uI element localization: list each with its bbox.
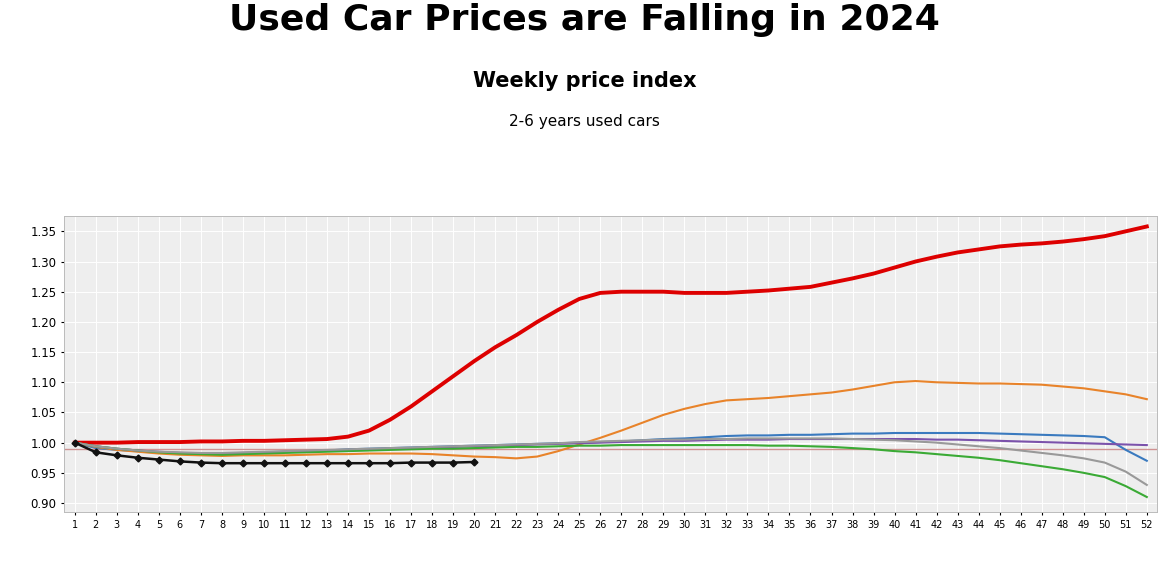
- Text: 2-6 years used cars: 2-6 years used cars: [509, 114, 660, 129]
- Text: Weekly price index: Weekly price index: [472, 71, 697, 91]
- Text: Used Car Prices are Falling in 2024: Used Car Prices are Falling in 2024: [229, 3, 940, 37]
